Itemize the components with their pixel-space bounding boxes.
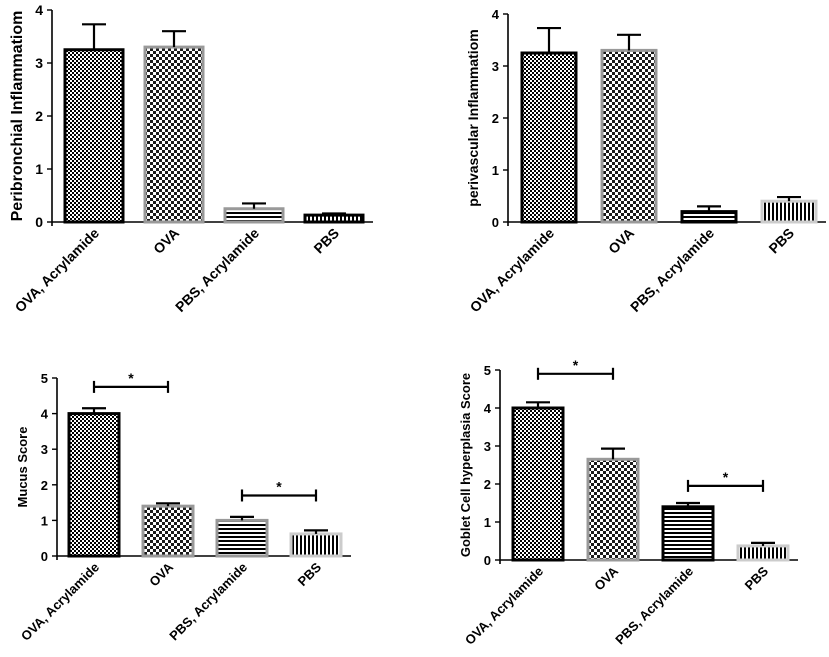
- bar-1: [520, 51, 578, 224]
- y-tick-label: 4: [492, 7, 500, 22]
- y-tick-label: 1: [484, 515, 491, 530]
- category-label: OVA, Acrylamide: [467, 225, 558, 316]
- category-label: PBS: [742, 563, 772, 593]
- bar-3: [223, 207, 285, 224]
- y-tick-label: 1: [41, 513, 48, 528]
- error-bar: [777, 195, 801, 202]
- chart-panel-2: 0 1 2 3 4 perivascular Inflammatiom OVA, Acryl…: [465, 7, 826, 315]
- y-axis-label: Mucus Score: [15, 427, 30, 508]
- error-bar: [82, 23, 106, 50]
- y-axis-label: perivascular Inflammatiom: [465, 29, 481, 206]
- bar-3: [661, 505, 715, 562]
- y-tick-label: 1: [35, 161, 43, 177]
- error-bar: [537, 26, 561, 53]
- error-bar: [617, 33, 641, 51]
- y-tick-label: 3: [35, 55, 43, 71]
- category-label: OVA: [605, 225, 637, 257]
- category-label: PBS, Acrylamide: [166, 560, 250, 644]
- y-tick-label: 5: [484, 363, 491, 378]
- significance-bracket: *: [240, 478, 318, 502]
- error-bar: [697, 205, 721, 212]
- y-tick-label: 4: [41, 407, 49, 422]
- category-label: OVA, Acrylamide: [12, 225, 103, 316]
- significance-bracket: *: [536, 357, 615, 380]
- category-label: OVA: [146, 559, 176, 589]
- category-label: PBS: [310, 225, 342, 257]
- chart-panel-4: 0 1 2 3 4 5 Goblet Cell hyperplasia Score OVA, …: [458, 357, 798, 648]
- bar-4: [289, 532, 343, 558]
- error-bar: [676, 501, 700, 507]
- significance-bracket: *: [92, 370, 170, 393]
- bar-4: [760, 199, 818, 224]
- bar-4: [303, 213, 365, 224]
- y-tick-label: 2: [35, 108, 43, 124]
- category-label: OVA, Acrylamide: [462, 564, 546, 648]
- error-bar: [242, 202, 266, 209]
- bar-3: [215, 518, 269, 558]
- y-tick-label: 3: [492, 59, 499, 74]
- bar-2: [586, 457, 640, 562]
- y-tick-label: 4: [484, 401, 492, 416]
- category-label: OVA: [150, 225, 182, 257]
- bar-1: [63, 48, 125, 224]
- category-label: OVA: [591, 563, 621, 593]
- chart-panel-1: 0 1 2 3 4 Peribronchial Inflammatiom OVA, Acry…: [9, 2, 373, 315]
- bar-2: [143, 45, 205, 224]
- bar-2: [600, 48, 658, 224]
- bar-3: [680, 210, 738, 224]
- category-label: PBS, Acrylamide: [612, 564, 696, 648]
- y-tick-label: 5: [41, 371, 48, 386]
- category-label: PBS, Acrylamide: [172, 225, 262, 315]
- error-bar: [230, 515, 254, 521]
- significance-label: *: [723, 469, 729, 485]
- y-tick-label: 2: [492, 111, 499, 126]
- significance-label: *: [128, 370, 134, 386]
- bar-1: [511, 406, 565, 562]
- y-tick-label: 0: [492, 215, 499, 230]
- significance-bracket: *: [686, 469, 765, 492]
- y-tick-label: 3: [484, 439, 491, 454]
- category-label: OVA, Acrylamide: [18, 560, 102, 644]
- y-tick-label: 2: [41, 478, 48, 493]
- bar-4: [736, 544, 790, 562]
- error-bar: [82, 407, 106, 414]
- category-label: PBS: [295, 559, 325, 589]
- chart-panel-3: 0 1 2 3 4 5 Mucus Score OVA, Acrylamide OVAPBS, …: [15, 370, 351, 644]
- error-bar: [526, 401, 550, 408]
- y-tick-label: 3: [41, 442, 48, 457]
- error-bar: [322, 212, 346, 216]
- y-tick-label: 2: [484, 477, 491, 492]
- y-axis-label: Goblet Cell hyperplasia Score: [458, 373, 473, 557]
- bar-2: [141, 504, 195, 558]
- significance-label: *: [276, 478, 282, 494]
- y-tick-label: 1: [492, 163, 499, 178]
- error-bar: [156, 502, 180, 507]
- y-axis-label: Peribronchial Inflammatiom: [9, 11, 26, 222]
- bar-1: [67, 412, 121, 558]
- error-bar: [304, 529, 328, 534]
- category-label: PBS: [765, 225, 797, 257]
- category-label: PBS, Acrylamide: [627, 225, 717, 315]
- y-tick-label: 0: [35, 214, 43, 230]
- y-tick-label: 4: [35, 2, 43, 18]
- y-tick-label: 0: [41, 549, 48, 564]
- error-bar: [162, 30, 186, 48]
- significance-label: *: [573, 357, 579, 373]
- y-tick-label: 0: [484, 553, 491, 568]
- error-bar: [751, 541, 775, 546]
- error-bar: [601, 447, 625, 460]
